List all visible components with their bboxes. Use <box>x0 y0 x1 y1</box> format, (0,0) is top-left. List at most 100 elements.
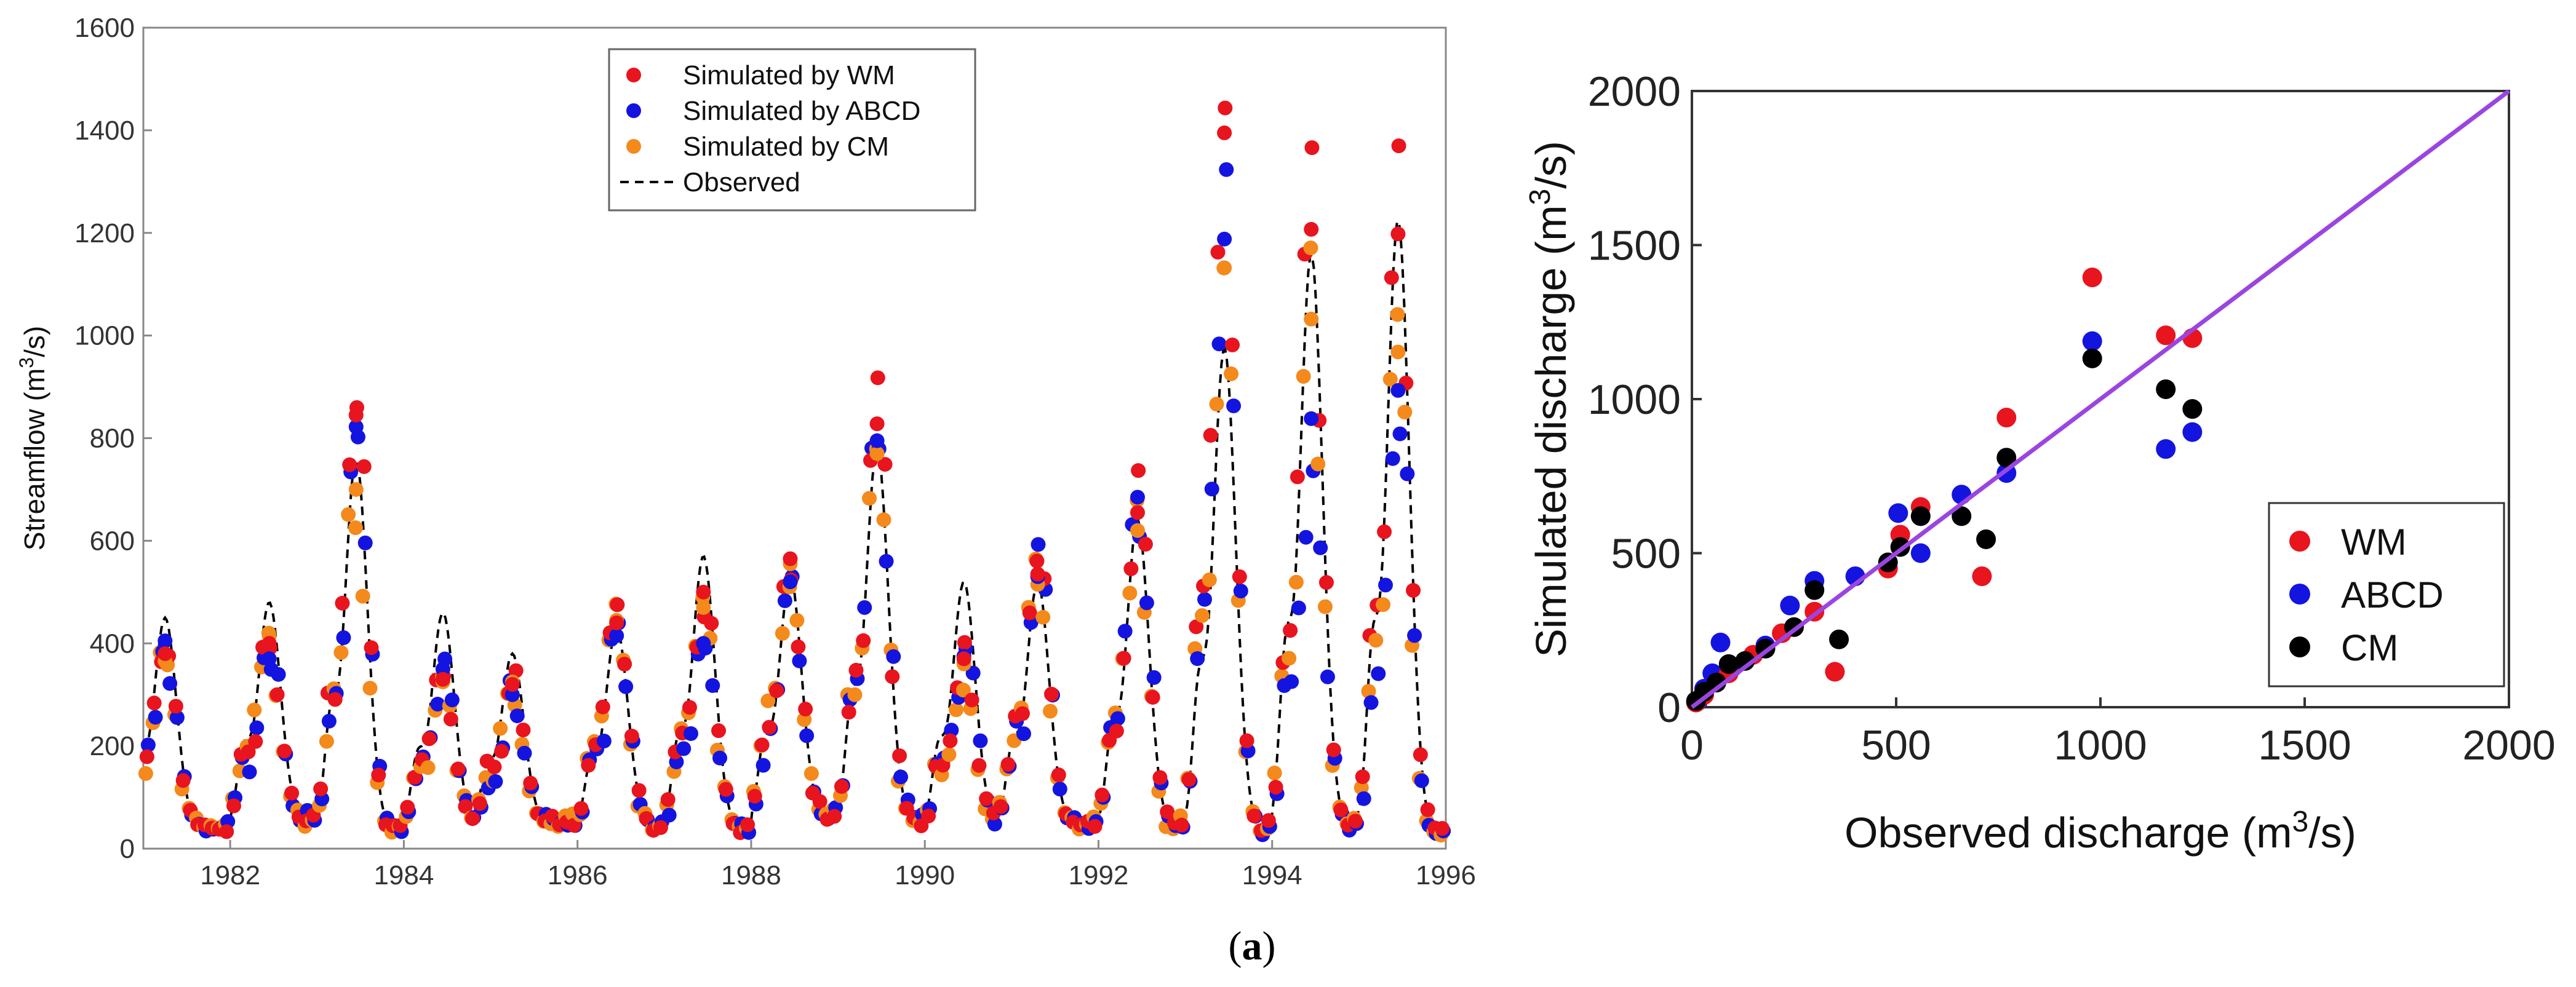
wm-point <box>342 457 357 472</box>
abcd-point <box>1110 711 1125 726</box>
cm-point <box>760 693 776 708</box>
right-legend-label: CM <box>2341 627 2398 668</box>
wm-peak-point <box>783 551 798 566</box>
abcd-point <box>1320 669 1335 684</box>
abcd-point <box>965 665 981 681</box>
wm-point <box>241 744 256 759</box>
cm-peak-point <box>1304 311 1319 327</box>
abcd-point <box>777 593 792 608</box>
wm-point <box>1109 723 1124 739</box>
wm-point <box>610 597 625 612</box>
right-x-axis-label: Observed discharge (m3/s) <box>1844 806 2356 857</box>
wm-point <box>146 696 162 711</box>
left-plot-area <box>138 100 1451 843</box>
wm-point <box>624 728 639 743</box>
cm-point <box>1195 608 1210 623</box>
abcd-point <box>430 697 445 712</box>
cm-scatter-point <box>2182 399 2203 419</box>
wm-point <box>1218 100 1233 116</box>
wm-point <box>364 640 379 656</box>
left-x-tick-label: 1996 <box>1416 860 1476 890</box>
wm-point <box>921 808 936 823</box>
abcd-scatter-point <box>1710 632 1731 652</box>
wm-point <box>371 767 386 783</box>
cm-point <box>1209 397 1224 412</box>
wm-point <box>1203 427 1218 443</box>
one-to-one-line <box>1690 89 2511 709</box>
cm-scatter-point <box>1829 629 1849 649</box>
left-legend: Simulated by WM Simulated by ABCD Simulate… <box>608 48 976 212</box>
abcd-peak-point <box>1217 231 1232 247</box>
left-legend-marker <box>626 139 641 154</box>
wm-point <box>1232 569 1247 584</box>
right-y-tick-label: 1500 <box>1588 223 1681 269</box>
abcd-point <box>1378 577 1394 593</box>
wm-peak-point <box>435 672 450 687</box>
wm-point <box>682 700 697 715</box>
right-x-tick-label: 1000 <box>2054 722 2147 769</box>
wm-point <box>841 705 856 720</box>
wm-peak-point <box>1030 566 1045 582</box>
wm-point <box>1318 575 1334 590</box>
wm-point <box>1029 553 1045 569</box>
wm-peak-point <box>1304 221 1319 237</box>
right-y-tick-label: 0 <box>1657 684 1681 731</box>
abcd-point <box>444 692 460 708</box>
wm-point <box>573 801 589 816</box>
wm-point <box>1333 802 1349 817</box>
wm-peak-point <box>261 636 277 651</box>
abcd-peak-point <box>1390 383 1406 398</box>
cm-point <box>1390 307 1405 322</box>
wm-point <box>1181 772 1197 787</box>
cm-point <box>362 681 378 696</box>
abcd-point <box>169 710 185 725</box>
cm-point <box>1397 405 1413 420</box>
abcd-point <box>893 769 909 785</box>
left-legend-marker <box>626 68 641 82</box>
wm-point <box>313 781 329 796</box>
right-plot-area <box>1686 89 2511 713</box>
cm-point <box>861 491 877 506</box>
wm-point <box>971 758 987 773</box>
panel-label: (a) <box>1229 924 1276 969</box>
right-legend-marker <box>2289 636 2310 657</box>
cm-point <box>941 747 957 763</box>
wm-peak-point <box>869 416 885 432</box>
wm-point <box>1116 651 1131 666</box>
abcd-point <box>1190 651 1205 667</box>
wm-point <box>219 824 234 839</box>
cm-scatter-point <box>1952 506 1972 526</box>
wm-point <box>1131 463 1146 478</box>
wm-point <box>1290 469 1305 485</box>
cm-point <box>341 507 356 522</box>
left-x-tick-label: 1990 <box>895 860 955 890</box>
wm-point <box>1377 524 1392 539</box>
left-legend-box <box>608 48 976 212</box>
left-y-tick-label: 1400 <box>74 116 135 146</box>
right-y-axis-label: Simulated discharge (m3/s) <box>1524 141 1576 657</box>
wm-point <box>523 775 538 791</box>
cm-peak-point <box>696 600 711 615</box>
cm-peak-point <box>869 446 885 461</box>
left-legend-label: Simulated by CM <box>683 132 889 162</box>
left-y-tick-label: 200 <box>90 731 135 761</box>
cm-point <box>420 760 436 775</box>
cm-scatter-point <box>2156 379 2176 399</box>
wm-point <box>993 799 1008 814</box>
right-y-ticks: 0 500 1000 1500 2000 <box>1588 68 1702 731</box>
cm-point <box>1035 609 1051 625</box>
left-x-tick-label: 1984 <box>373 860 434 890</box>
cm-point <box>789 612 805 628</box>
wm-point <box>653 820 668 835</box>
wm-point <box>1355 769 1370 785</box>
abcd-point <box>271 667 286 682</box>
wm-point <box>943 733 958 748</box>
wm-peak-point <box>1217 125 1232 141</box>
cm-point <box>847 687 863 702</box>
wm-peak-point <box>609 615 624 630</box>
abcd-point <box>1031 537 1046 552</box>
abcd-peak-point <box>609 628 624 643</box>
abcd-point <box>1414 773 1429 788</box>
left-x-ticks: 1982 1984 1986 1988 1990 1992 1994 1996 <box>200 840 1476 890</box>
wm-point <box>1145 689 1160 705</box>
